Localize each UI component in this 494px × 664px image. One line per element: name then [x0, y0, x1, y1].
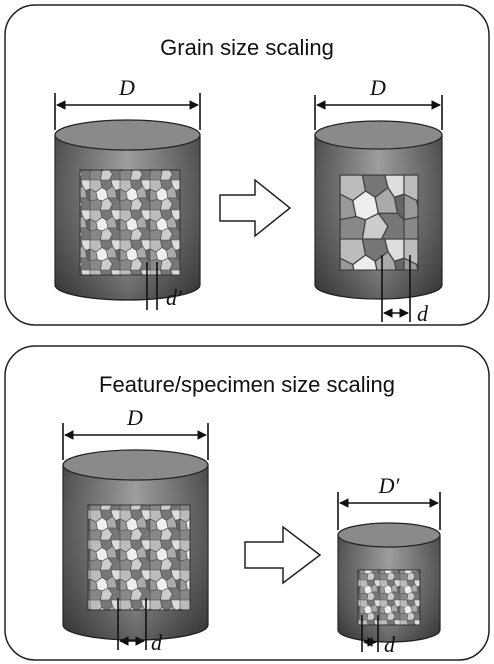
arrow	[219, 178, 292, 238]
arrow	[244, 525, 322, 585]
dimension	[337, 492, 441, 652]
diameter-label: D	[118, 75, 135, 100]
dimension	[62, 423, 209, 650]
diameter-label: D	[369, 75, 386, 100]
diameter-label: D	[126, 405, 143, 430]
grain-label: d′	[166, 285, 183, 310]
cylinder	[62, 449, 209, 641]
cylinder	[337, 522, 441, 643]
dimension	[54, 93, 201, 310]
cylinder	[54, 119, 201, 301]
panel-title: Feature/specimen size scaling	[99, 372, 395, 397]
grain-label: d	[417, 301, 429, 326]
grain-label: d	[384, 632, 396, 657]
dimension	[314, 95, 443, 322]
diameter-label: D′	[378, 473, 401, 498]
cylinder	[314, 120, 443, 300]
panel-title: Grain size scaling	[160, 35, 334, 60]
grain-label: d	[151, 630, 163, 655]
